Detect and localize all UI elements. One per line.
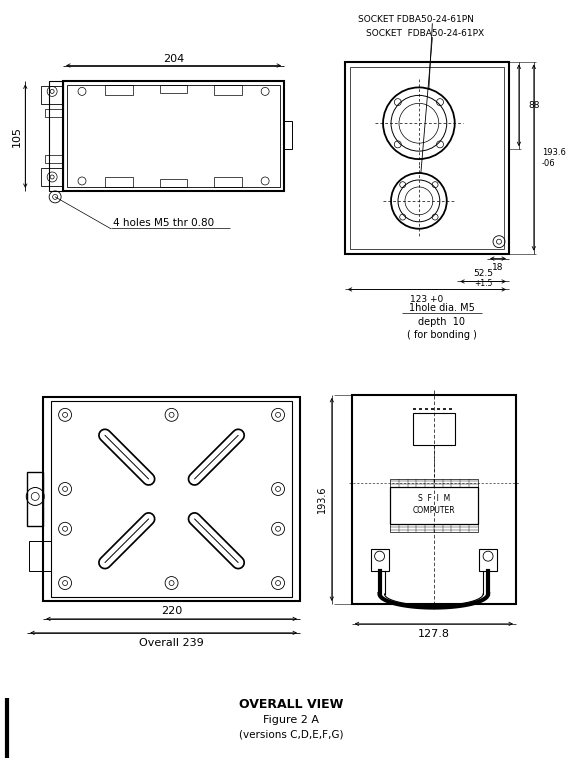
Bar: [45, 110, 63, 117]
Text: 88: 88: [529, 101, 540, 110]
Bar: [413, 413, 455, 445]
Text: +1.5: +1.5: [474, 279, 492, 288]
Bar: [390, 479, 477, 486]
Bar: [41, 87, 63, 104]
Text: 193.6: 193.6: [542, 148, 566, 157]
Bar: [105, 86, 133, 96]
Text: 127.8: 127.8: [418, 629, 450, 639]
Text: 1hole dia. M5: 1hole dia. M5: [409, 303, 475, 313]
Bar: [350, 67, 504, 249]
Bar: [41, 168, 63, 186]
Bar: [49, 81, 63, 191]
Text: Figure 2 A: Figure 2 A: [263, 715, 319, 725]
Text: S  F  I  M: S F I M: [417, 494, 450, 503]
Bar: [390, 524, 477, 532]
Text: SOCKET FDBA50-24-61PN: SOCKET FDBA50-24-61PN: [358, 15, 473, 25]
Text: 204: 204: [163, 54, 184, 64]
Bar: [479, 549, 497, 571]
Bar: [352, 395, 516, 604]
Bar: [160, 179, 188, 187]
Bar: [390, 486, 477, 524]
Bar: [215, 86, 242, 96]
Bar: [29, 542, 51, 571]
Text: ( for bonding ): ( for bonding ): [407, 330, 477, 340]
Bar: [67, 86, 280, 187]
Bar: [27, 472, 43, 526]
Text: 105: 105: [12, 126, 22, 146]
Text: 18: 18: [492, 263, 504, 272]
Bar: [160, 86, 188, 93]
Text: 123 +0: 123 +0: [410, 295, 444, 304]
Text: -06: -06: [542, 159, 556, 168]
Bar: [105, 177, 133, 187]
Text: 4 holes M5 thr 0.80: 4 holes M5 thr 0.80: [113, 218, 214, 228]
Bar: [371, 549, 388, 571]
Bar: [51, 401, 292, 597]
Text: 193.6: 193.6: [317, 486, 327, 513]
Bar: [345, 61, 509, 254]
Text: Overall 239: Overall 239: [139, 638, 204, 648]
Text: depth  10: depth 10: [418, 317, 465, 327]
Text: 220: 220: [161, 606, 182, 616]
Bar: [215, 177, 242, 187]
Text: 52.5: 52.5: [473, 269, 493, 278]
Bar: [43, 397, 300, 601]
Bar: [284, 121, 292, 149]
Text: (versions C,D,E,F,G): (versions C,D,E,F,G): [239, 729, 343, 739]
Text: COMPUTER: COMPUTER: [413, 506, 455, 515]
Text: OVERALL VIEW: OVERALL VIEW: [239, 698, 343, 711]
Text: SOCKET  FDBA50-24-61PX: SOCKET FDBA50-24-61PX: [366, 29, 484, 38]
Bar: [45, 155, 63, 163]
Bar: [63, 81, 284, 191]
